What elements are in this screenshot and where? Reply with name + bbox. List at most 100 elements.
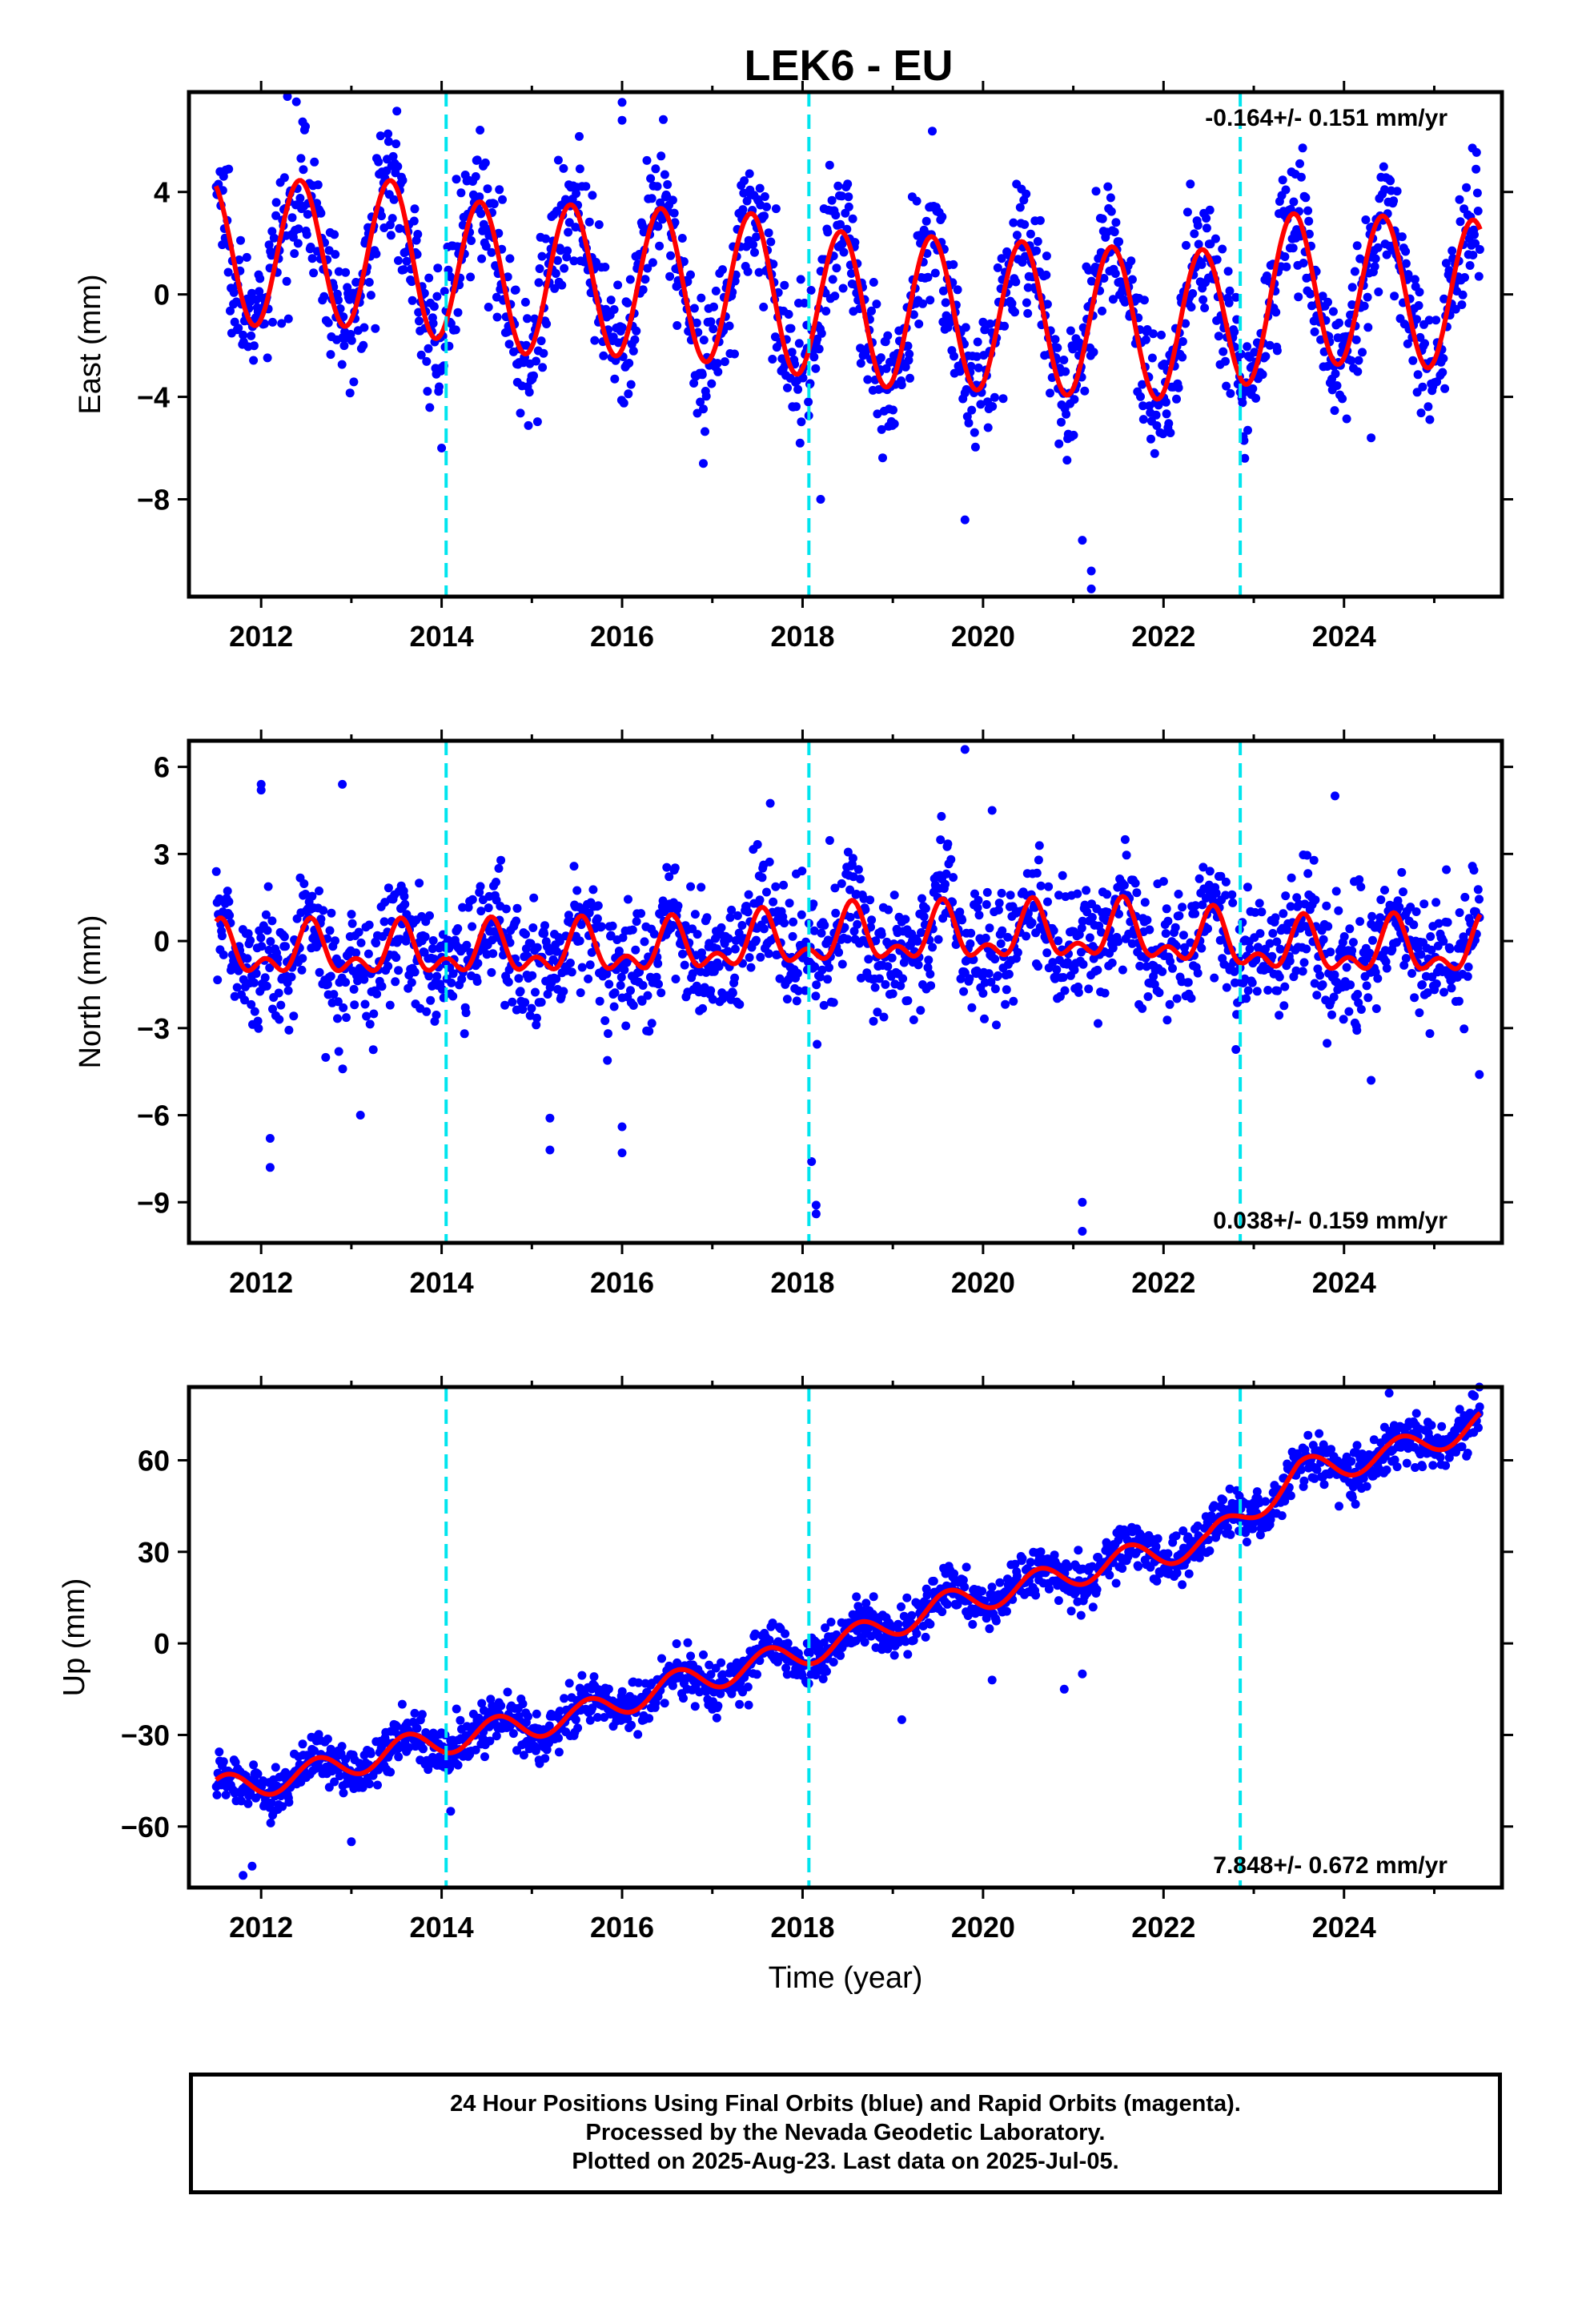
data-point bbox=[379, 917, 389, 927]
data-point bbox=[1106, 193, 1115, 203]
data-point bbox=[358, 1783, 367, 1792]
data-point bbox=[1258, 370, 1267, 380]
data-point bbox=[610, 988, 620, 998]
data-point bbox=[938, 286, 948, 296]
data-point bbox=[1457, 300, 1467, 309]
data-point bbox=[1245, 944, 1255, 954]
data-point bbox=[983, 423, 993, 432]
data-point bbox=[1146, 434, 1155, 444]
data-point bbox=[1342, 963, 1351, 972]
data-point bbox=[215, 894, 224, 903]
x-tick-label: 2020 bbox=[951, 1266, 1015, 1299]
data-point bbox=[973, 337, 982, 347]
data-point bbox=[1294, 292, 1303, 302]
data-point bbox=[820, 920, 829, 930]
data-point bbox=[822, 1667, 831, 1676]
data-point bbox=[1442, 865, 1452, 875]
data-point bbox=[750, 247, 759, 257]
data-point bbox=[623, 298, 632, 308]
data-point bbox=[266, 1818, 275, 1827]
data-point bbox=[226, 306, 235, 316]
data-point bbox=[1243, 883, 1252, 892]
data-point bbox=[864, 955, 873, 964]
data-point bbox=[268, 1004, 277, 1014]
data-point bbox=[334, 267, 343, 276]
data-point bbox=[1330, 406, 1339, 416]
data-point bbox=[1010, 308, 1019, 317]
data-point bbox=[1085, 933, 1094, 943]
data-point bbox=[994, 971, 1002, 980]
data-point bbox=[524, 388, 534, 397]
data-point bbox=[827, 195, 837, 205]
data-point bbox=[589, 1672, 599, 1682]
data-point bbox=[1178, 931, 1188, 940]
x-tick-label: 2012 bbox=[229, 1266, 293, 1299]
data-point bbox=[889, 419, 899, 428]
data-point bbox=[1205, 866, 1215, 876]
data-point bbox=[962, 1562, 971, 1572]
data-point bbox=[843, 935, 853, 944]
data-point bbox=[1178, 903, 1187, 912]
data-point bbox=[1078, 959, 1088, 969]
data-point-outlier bbox=[617, 98, 627, 107]
data-point bbox=[276, 1000, 286, 1010]
data-point bbox=[362, 1011, 371, 1021]
data-point bbox=[617, 1687, 627, 1696]
data-point bbox=[1009, 996, 1018, 1006]
data-point bbox=[1191, 909, 1200, 919]
data-point bbox=[1228, 898, 1238, 907]
data-point bbox=[1338, 394, 1347, 404]
data-point bbox=[1054, 1596, 1063, 1606]
data-point bbox=[377, 211, 386, 221]
data-point bbox=[985, 923, 994, 933]
data-point-outlier bbox=[807, 1157, 817, 1166]
data-point bbox=[247, 999, 256, 1009]
data-point bbox=[475, 192, 484, 202]
data-point bbox=[1120, 297, 1130, 307]
data-point bbox=[255, 274, 265, 283]
y-tick-label: 4 bbox=[154, 176, 170, 209]
data-point bbox=[453, 308, 463, 317]
data-point bbox=[1033, 237, 1042, 246]
data-point bbox=[950, 352, 958, 361]
data-point bbox=[683, 1638, 693, 1647]
data-point bbox=[1440, 384, 1450, 393]
data-point bbox=[813, 1039, 822, 1049]
data-point bbox=[1182, 240, 1191, 250]
data-point bbox=[974, 363, 983, 372]
data-point bbox=[1374, 287, 1383, 296]
data-point bbox=[313, 180, 323, 190]
data-point bbox=[532, 1020, 541, 1030]
data-point bbox=[1145, 925, 1154, 935]
data-point bbox=[284, 1025, 294, 1035]
data-point bbox=[730, 973, 740, 983]
data-point bbox=[755, 183, 765, 193]
data-point bbox=[460, 1029, 469, 1039]
data-point bbox=[296, 154, 306, 163]
data-point bbox=[1326, 947, 1335, 957]
data-point bbox=[823, 227, 833, 237]
data-point bbox=[360, 999, 370, 1009]
data-point bbox=[1353, 367, 1363, 376]
data-point bbox=[564, 218, 574, 227]
data-point bbox=[744, 1700, 753, 1710]
data-point bbox=[1299, 259, 1308, 267]
data-point-outlier bbox=[1086, 566, 1096, 576]
data-point bbox=[1475, 245, 1484, 254]
data-point bbox=[990, 955, 1000, 964]
data-point bbox=[1226, 388, 1235, 398]
data-point bbox=[268, 317, 277, 327]
data-point bbox=[521, 340, 531, 350]
data-point bbox=[1265, 939, 1275, 948]
data-point bbox=[1347, 356, 1356, 365]
data-point bbox=[1023, 308, 1033, 318]
data-point bbox=[632, 917, 641, 927]
data-point bbox=[1390, 292, 1399, 301]
data-point bbox=[1426, 932, 1435, 941]
data-point bbox=[1193, 220, 1203, 230]
data-point-outlier bbox=[1086, 584, 1096, 593]
data-point bbox=[1159, 360, 1169, 368]
data-point bbox=[1272, 346, 1282, 356]
data-point bbox=[1347, 946, 1357, 955]
data-point bbox=[588, 885, 598, 895]
